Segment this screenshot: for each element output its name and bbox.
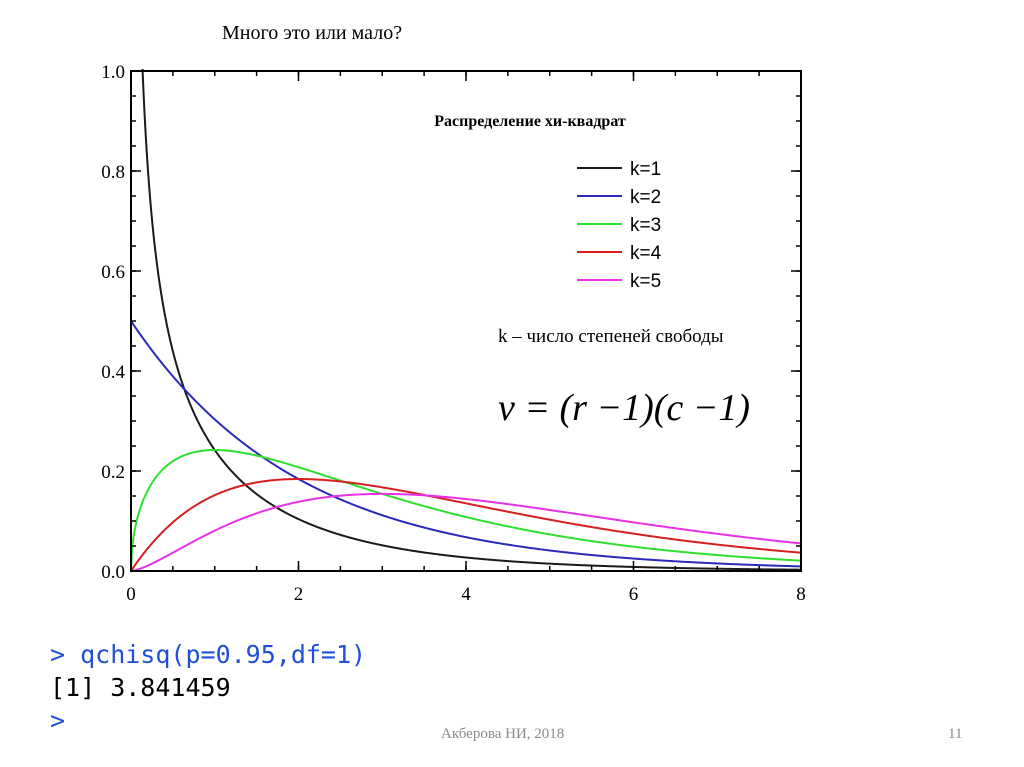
legend-label: k=3 [630, 215, 661, 236]
console-command: > qchisq(p=0.95,df=1) [50, 640, 367, 669]
legend-label: k=4 [630, 243, 662, 264]
series-line-k=2 [131, 320, 801, 568]
page-number: 11 [948, 726, 963, 742]
slide-title: Много это или мало? [222, 22, 403, 44]
dof-annotation: k – число степеней свободы [498, 326, 724, 347]
x-tick-label: 2 [294, 584, 304, 605]
y-tick-label: 0.6 [101, 262, 125, 283]
legend-label: k=1 [630, 159, 661, 180]
x-tick-label: 0 [126, 584, 136, 605]
chart-title: Распределение хи-квадрат [434, 113, 626, 130]
legend-label: k=5 [630, 271, 661, 292]
chart-ticks [130, 70, 802, 572]
plot-frame [130, 70, 802, 572]
y-tick-label: 0.2 [101, 462, 125, 483]
formula: ν = (r −1)(c −1) [498, 387, 750, 429]
console-prompt: > [50, 706, 66, 735]
chart-legend: k=1 k=2 k=3 k=4 k=5 [577, 159, 662, 292]
footer-text: Акберова НИ, 2018 [441, 726, 565, 742]
x-tick-label: 8 [796, 584, 806, 605]
series-line-k=3 [131, 449, 801, 571]
x-tick-label: 6 [629, 584, 639, 605]
chart-tick-labels: 0 2 4 6 8 0.0 0.2 0.4 0.6 0.8 1.0 [101, 62, 806, 605]
series-line-k=5 [131, 492, 801, 571]
y-tick-label: 1.0 [101, 62, 125, 83]
y-tick-label: 0.4 [101, 362, 125, 383]
y-tick-label: 0.8 [101, 162, 125, 183]
legend-label: k=2 [630, 187, 661, 208]
series-line-k=4 [131, 478, 801, 571]
x-tick-label: 4 [461, 584, 471, 605]
chart-curves [131, 69, 801, 571]
chi-square-chart: 0 2 4 6 8 0.0 0.2 0.4 0.6 0.8 1.0 Распределение хи… [101, 62, 806, 605]
series-line-k=1 [141, 69, 801, 571]
console-result: [1] 3.841459 [50, 673, 231, 702]
y-tick-label: 0.0 [101, 562, 125, 583]
